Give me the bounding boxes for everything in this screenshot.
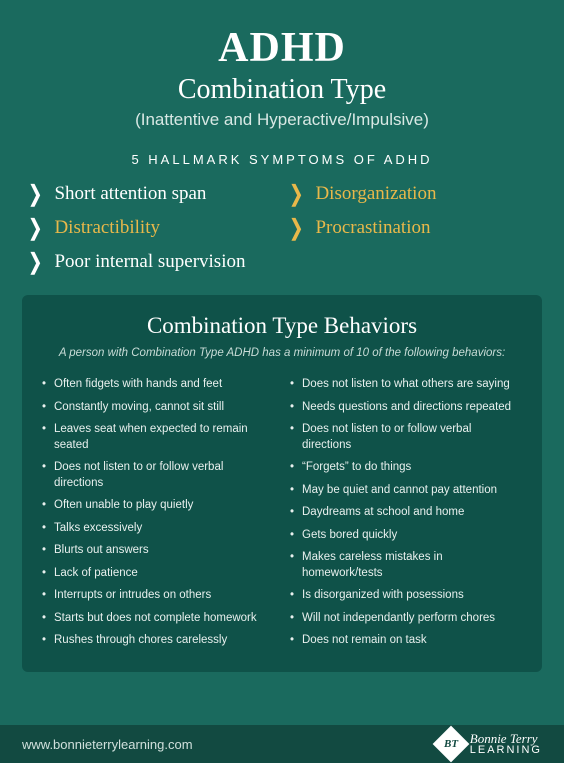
behavior-item: Gets bored quickly — [290, 528, 522, 544]
chevron-icon: ❭ — [26, 215, 44, 241]
behavior-item: May be quiet and cannot pay attention — [290, 483, 522, 499]
symptom-item: ❭ Distractibility — [26, 215, 277, 241]
footer-url: www.bonnieterrylearning.com — [22, 737, 193, 752]
chevron-icon: ❭ — [287, 215, 305, 241]
symptom-label: Poor internal supervision — [54, 251, 245, 273]
behavior-item: Blurts out answers — [42, 543, 274, 559]
symptom-label: Distractibility — [54, 217, 160, 239]
behavior-item: Talks excessively — [42, 521, 274, 537]
symptom-item: ❭ Short attention span — [26, 181, 277, 207]
chevron-icon: ❭ — [26, 181, 44, 207]
behaviors-columns: Often fidgets with hands and feet Constan… — [42, 377, 522, 656]
symptom-item: ❭ Procrastination — [287, 215, 538, 241]
behavior-item: Often unable to play quietly — [42, 498, 274, 514]
behavior-item: Often fidgets with hands and feet — [42, 377, 274, 393]
main-title: ADHD — [22, 24, 542, 72]
behavior-item: Does not listen to or follow verbal dire… — [290, 422, 522, 453]
hallmark-heading: 5 HALLMARK SYMPTOMS OF ADHD — [22, 152, 542, 167]
behavior-item: Is disorganized with posessions — [290, 588, 522, 604]
behavior-item: “Forgets” to do things — [290, 460, 522, 476]
logo-text: Bonnie Terry LEARNING — [470, 732, 542, 756]
chevron-icon: ❭ — [26, 249, 44, 275]
symptom-item: ❭ Disorganization — [287, 181, 538, 207]
chevron-icon: ❭ — [287, 181, 305, 207]
behavior-item: Makes careless mistakes in homework/test… — [290, 550, 522, 581]
logo-brand-sub: LEARNING — [470, 745, 542, 756]
infographic-container: ADHD Combination Type (Inattentive and H… — [0, 0, 564, 672]
behavior-item: Constantly moving, cannot sit still — [42, 400, 274, 416]
subtitle-parenthetical: (Inattentive and Hyperactive/Impulsive) — [22, 110, 542, 130]
behavior-item: Interrupts or intrudes on others — [42, 588, 274, 604]
behaviors-list-left: Often fidgets with hands and feet Constan… — [42, 377, 274, 656]
footer-logo: BT Bonnie Terry LEARNING — [438, 731, 542, 757]
footer-bar: www.bonnieterrylearning.com BT Bonnie Te… — [0, 725, 564, 763]
behavior-item: Will not independantly perform chores — [290, 611, 522, 627]
behavior-item: Does not remain on task — [290, 633, 522, 649]
behavior-item: Does not listen to or follow verbal dire… — [42, 460, 274, 491]
behaviors-title: Combination Type Behaviors — [42, 313, 522, 339]
symptom-label: Disorganization — [315, 183, 436, 205]
logo-badge-icon: BT — [432, 726, 469, 763]
symptom-item: ❭ Poor internal supervision — [26, 249, 277, 275]
behavior-item: Rushes through chores carelessly — [42, 633, 274, 649]
symptom-label: Procrastination — [315, 217, 430, 239]
behaviors-subtitle: A person with Combination Type ADHD has … — [42, 345, 522, 361]
behavior-item: Lack of patience — [42, 566, 274, 582]
behaviors-list-right: Does not listen to what others are sayin… — [290, 377, 522, 656]
subtitle-combination: Combination Type — [22, 74, 542, 106]
behavior-item: Daydreams at school and home — [290, 505, 522, 521]
symptoms-grid: ❭ Short attention span ❭ Disorganization… — [22, 181, 542, 275]
behavior-item: Starts but does not complete homework — [42, 611, 274, 627]
behavior-item: Does not listen to what others are sayin… — [290, 377, 522, 393]
behavior-item: Needs questions and directions repeated — [290, 400, 522, 416]
behavior-item: Leaves seat when expected to remain seat… — [42, 422, 274, 453]
behaviors-panel: Combination Type Behaviors A person with… — [22, 295, 542, 672]
symptom-label: Short attention span — [54, 183, 206, 205]
